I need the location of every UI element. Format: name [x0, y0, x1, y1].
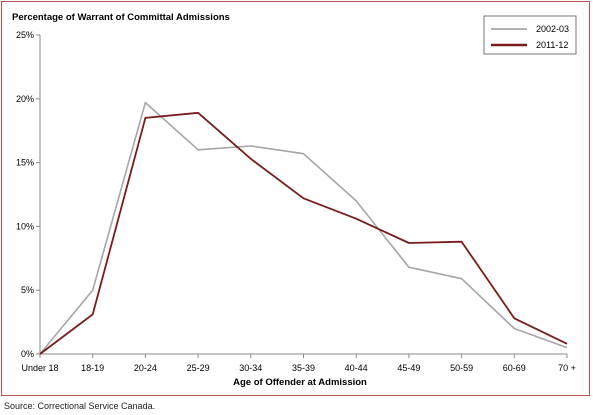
x-tick-label: 30-34: [239, 363, 262, 373]
legend: 2002-03 2011-12: [483, 15, 577, 55]
x-tick-label: 40-44: [345, 363, 368, 373]
series-lines: [39, 101, 568, 355]
series-line-2011-12: [39, 111, 568, 355]
y-tick-label: 0%: [21, 349, 34, 359]
y-tick-label: 20%: [16, 94, 34, 104]
y-tick-label: 10%: [16, 221, 34, 231]
x-tick-label: 70 +: [558, 363, 576, 373]
legend-box: [483, 15, 577, 55]
y-axis-ticks: 0% 5% 10% 15% 20% 25%: [16, 30, 40, 359]
line-chart: Percentage of Warrant of Committal Admis…: [12, 12, 577, 388]
y-tick-label: 15%: [16, 158, 34, 168]
y-tick-label: 25%: [16, 30, 34, 40]
x-tick-label: 20-24: [134, 363, 157, 373]
y-tick-label: 5%: [21, 285, 34, 295]
x-axis-ticks: Under 18 18-19 20-24 25-29 30-34 35-39 40-44 45…: [21, 354, 576, 373]
x-tick-label: 25-29: [187, 363, 210, 373]
x-tick-label: 18-19: [81, 363, 104, 373]
x-axis-label: Age of Offender at Admission: [233, 377, 367, 388]
chart-title: Percentage of Warrant of Committal Admis…: [12, 12, 230, 23]
x-tick-label: Under 18: [21, 363, 58, 373]
x-tick-label: 45-49: [397, 363, 420, 373]
legend-label: 2002-03: [536, 24, 569, 34]
series-line-2002-03: [39, 101, 568, 355]
x-tick-label: 60-69: [503, 363, 526, 373]
x-tick-label: 35-39: [292, 363, 315, 373]
x-tick-label: 50-59: [450, 363, 473, 373]
source-note: Source: Correctional Service Canada.: [4, 401, 156, 411]
chart-frame: Percentage of Warrant of Committal Admis…: [1, 1, 590, 396]
legend-label: 2011-12: [536, 40, 568, 50]
